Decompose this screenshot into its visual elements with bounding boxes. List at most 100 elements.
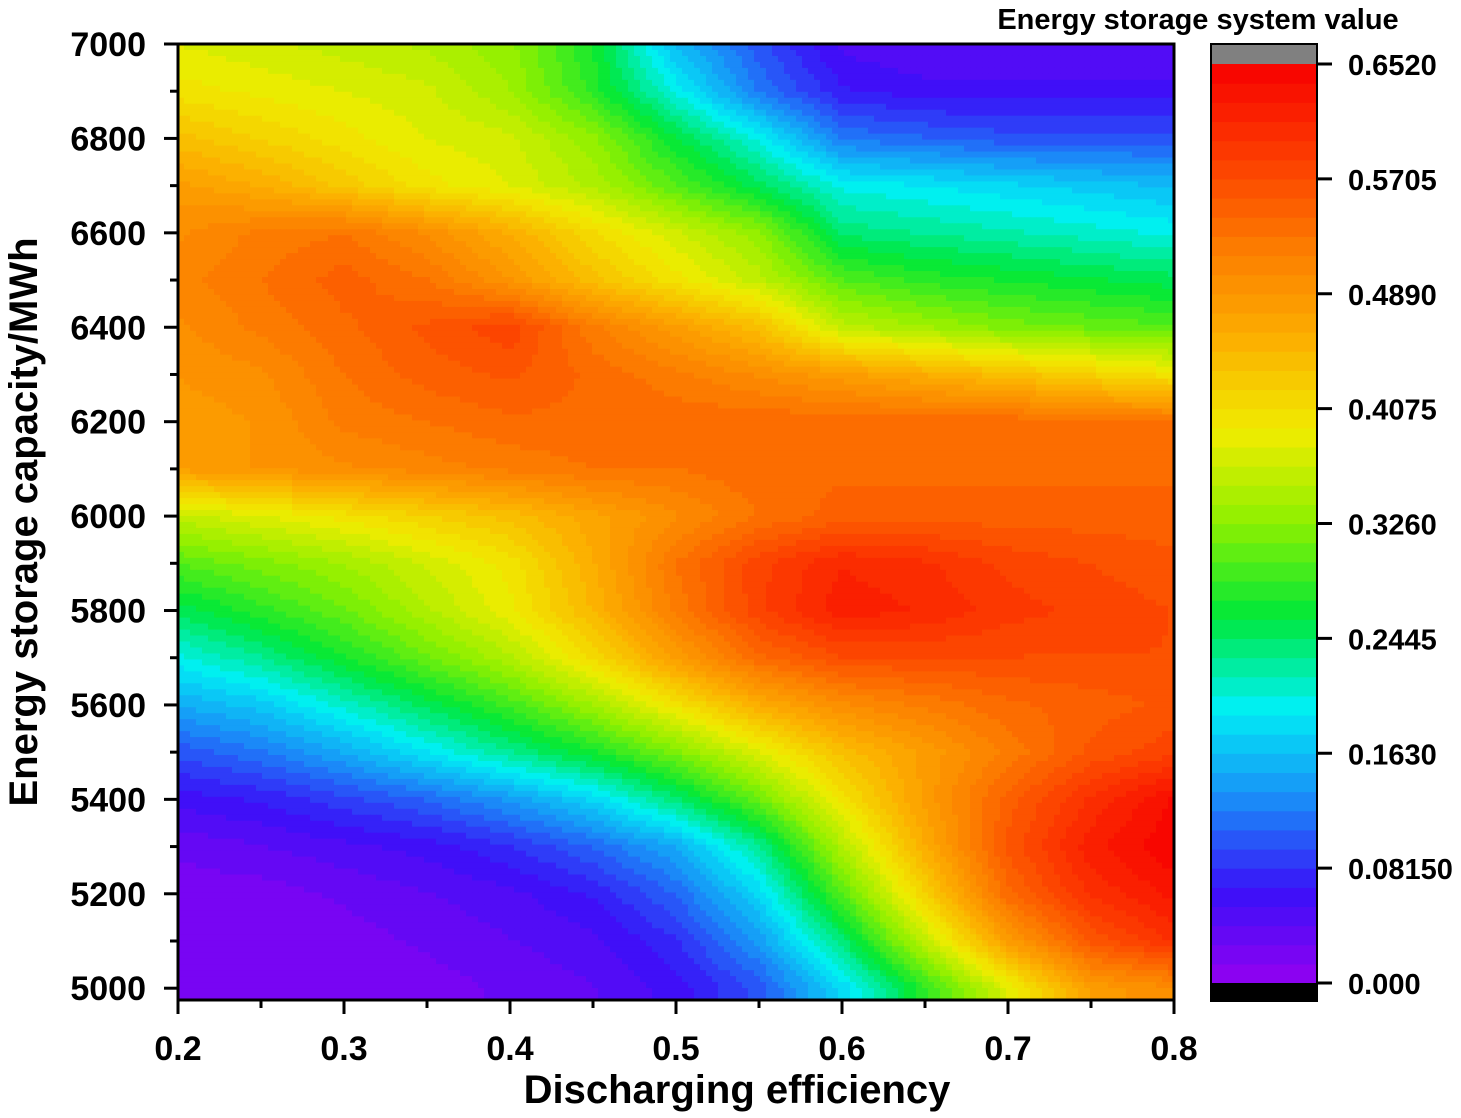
contour-cell bbox=[556, 80, 563, 87]
contour-cell bbox=[958, 80, 965, 87]
contour-cell bbox=[712, 80, 719, 87]
contour-cell bbox=[592, 62, 599, 69]
contour-cell bbox=[904, 56, 911, 63]
contour-cell bbox=[1030, 50, 1037, 57]
contour-cell bbox=[388, 62, 395, 69]
contour-cell bbox=[748, 80, 755, 87]
contour-cell bbox=[754, 56, 761, 63]
contour-cell bbox=[682, 92, 689, 99]
contour-cell bbox=[346, 62, 353, 69]
contour-cell bbox=[1138, 50, 1145, 57]
contour-cell bbox=[772, 80, 779, 87]
contour-cell bbox=[1132, 74, 1139, 81]
contour-cell bbox=[286, 50, 293, 57]
contour-cell bbox=[1060, 56, 1067, 63]
contour-cell bbox=[820, 74, 827, 81]
contour-cell bbox=[802, 74, 809, 81]
contour-cell bbox=[946, 62, 953, 69]
contour-cell bbox=[1072, 50, 1079, 57]
contour-cell bbox=[658, 68, 665, 75]
contour-cell bbox=[994, 86, 1001, 93]
contour-cell bbox=[730, 80, 737, 87]
contour-cell bbox=[808, 80, 815, 87]
contour-cell bbox=[214, 50, 221, 57]
contour-cell bbox=[940, 56, 947, 63]
contour-cell bbox=[190, 50, 197, 57]
contour-cell bbox=[946, 68, 953, 75]
contour-cell bbox=[202, 86, 209, 93]
contour-cell bbox=[430, 68, 437, 75]
contour-cell bbox=[250, 62, 257, 69]
contour-cell bbox=[394, 62, 401, 69]
contour-cell bbox=[832, 74, 839, 81]
contour-cell bbox=[496, 92, 503, 99]
contour-cell bbox=[550, 50, 557, 57]
contour-cell bbox=[820, 86, 827, 93]
contour-cell bbox=[256, 56, 263, 63]
contour-cell bbox=[694, 50, 701, 57]
contour-cell bbox=[802, 62, 809, 69]
contour-cell bbox=[190, 80, 197, 87]
contour-cell bbox=[844, 86, 851, 93]
contour-cell bbox=[850, 56, 857, 63]
contour-cell bbox=[1150, 62, 1157, 69]
contour-cell bbox=[1090, 62, 1097, 69]
contour-cell bbox=[400, 68, 407, 75]
contour-cell bbox=[700, 68, 707, 75]
contour-cell bbox=[808, 86, 815, 93]
contour-cell bbox=[1096, 74, 1103, 81]
contour-cell bbox=[772, 56, 779, 63]
contour-cell bbox=[388, 74, 395, 81]
contour-cell bbox=[1084, 56, 1091, 63]
contour-cell bbox=[346, 56, 353, 63]
contour-cell bbox=[358, 74, 365, 81]
contour-cell bbox=[850, 68, 857, 75]
contour-cell bbox=[352, 80, 359, 87]
contour-cell bbox=[1024, 80, 1031, 87]
contour-cell bbox=[1120, 80, 1127, 87]
contour-cell bbox=[670, 92, 677, 99]
contour-cell bbox=[874, 74, 881, 81]
contour-cell bbox=[472, 74, 479, 81]
contour-cell bbox=[544, 86, 551, 93]
contour-cell bbox=[292, 56, 299, 63]
contour-cell bbox=[208, 50, 215, 57]
contour-cell bbox=[628, 92, 635, 99]
contour-cell bbox=[544, 62, 551, 69]
contour-cell bbox=[844, 92, 851, 99]
contour-cell bbox=[706, 62, 713, 69]
contour-cell bbox=[220, 80, 227, 87]
contour-cell bbox=[730, 56, 737, 63]
contour-cell bbox=[1096, 56, 1103, 63]
contour-cell bbox=[790, 86, 797, 93]
contour-cell bbox=[958, 74, 965, 81]
contour-fill bbox=[178, 44, 1175, 1001]
contour-cell bbox=[226, 86, 233, 93]
contour-cell bbox=[1114, 68, 1121, 75]
contour-cell bbox=[298, 74, 305, 81]
contour-cell bbox=[640, 80, 647, 87]
contour-cell bbox=[292, 74, 299, 81]
contour-cell bbox=[502, 74, 509, 81]
contour-cell bbox=[256, 62, 263, 69]
contour-cell bbox=[1162, 56, 1169, 63]
contour-cell bbox=[1018, 50, 1025, 57]
contour-cell bbox=[274, 56, 281, 63]
contour-cell bbox=[610, 50, 617, 57]
contour-cell bbox=[832, 80, 839, 87]
contour-cell bbox=[490, 68, 497, 75]
contour-cell bbox=[928, 68, 935, 75]
contour-cell bbox=[880, 56, 887, 63]
contour-cell bbox=[832, 86, 839, 93]
contour-cell bbox=[202, 62, 209, 69]
contour-cell bbox=[1144, 86, 1151, 93]
contour-cell bbox=[766, 74, 773, 81]
contour-cell bbox=[472, 92, 479, 99]
contour-cell bbox=[202, 56, 209, 63]
contour-cell bbox=[184, 56, 191, 63]
contour-cell bbox=[232, 86, 239, 93]
contour-cell bbox=[814, 56, 821, 63]
contour-cell bbox=[1048, 74, 1055, 81]
contour-cell bbox=[706, 68, 713, 75]
contour-cell bbox=[820, 56, 827, 63]
